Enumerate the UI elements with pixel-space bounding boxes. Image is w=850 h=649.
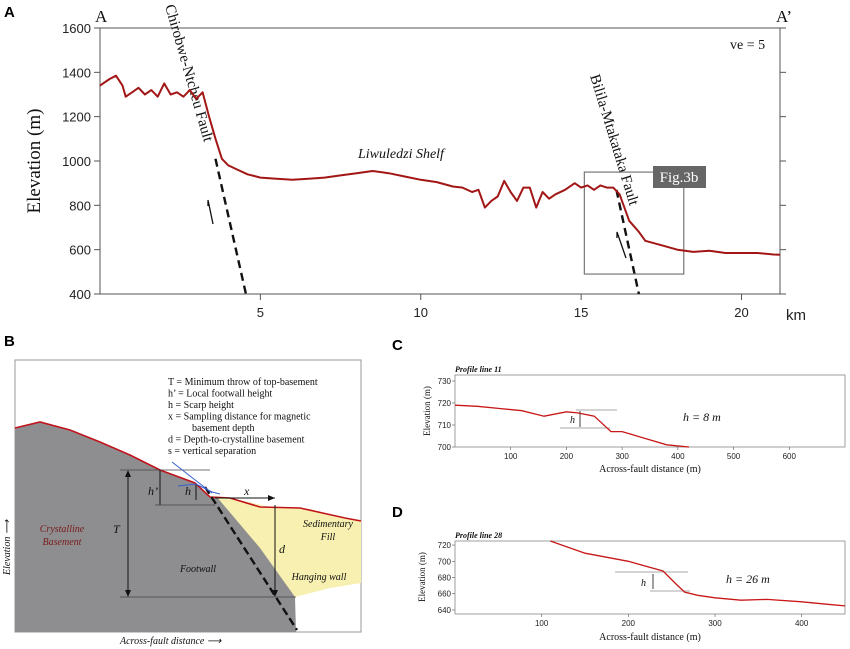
panel-a-xlabel: km <box>786 307 806 324</box>
d-scarp-height: h = 26 m <box>726 572 770 586</box>
fault2-slip-arrow <box>616 231 627 259</box>
x-arrow-head <box>268 495 275 501</box>
T-label: T <box>113 522 121 536</box>
xtick-label: 200 <box>560 452 574 461</box>
panel-c-frame <box>454 374 846 448</box>
xtick-label: 300 <box>615 452 629 461</box>
a-xtick-label: 20 <box>734 305 748 320</box>
panel-a-ylabel: Elevation (m) <box>24 109 45 214</box>
xtick-label: 100 <box>504 452 518 461</box>
ytick-label: 710 <box>438 421 452 430</box>
xtick-label: 600 <box>783 452 797 461</box>
d-h-label: h <box>641 578 646 589</box>
fault1-trace <box>214 158 248 295</box>
T-arrow-head-top <box>125 470 131 477</box>
x-label: x <box>243 484 250 498</box>
a-ytick-label: 1400 <box>62 65 91 80</box>
xtick-label: 300 <box>708 619 722 628</box>
ytick-label: 640 <box>438 606 452 615</box>
panel-d-title: Profile line 28 <box>455 531 502 540</box>
inset-box <box>583 171 685 275</box>
d-label: d <box>279 542 286 556</box>
panel-d-ylabel: Elevation (m) <box>417 552 427 602</box>
legend-entry: d = Depth-to-crystalline basement <box>168 435 305 446</box>
fault1-label: Chirobwe-Ntcheu Fault <box>161 3 216 145</box>
profile-end-label: A’ <box>776 7 792 26</box>
h-label: h <box>185 484 191 498</box>
inset-tag-label: Fig.3b <box>660 170 699 186</box>
inset-tag <box>653 166 706 188</box>
panel-d-profile-28: Profile line 28 Elevation (m) Across-fau… <box>417 531 846 643</box>
legend-entry: T = Minimum throw of top-basement <box>168 377 318 388</box>
legend-entry: s = vertical separation <box>168 446 256 457</box>
legend-entry: basement depth <box>192 423 254 434</box>
surface-line <box>14 421 362 522</box>
a-ytick-label: 600 <box>69 243 91 258</box>
panel-label-b: B <box>4 333 15 350</box>
hanging-wall-label: Hanging wall <box>291 572 347 583</box>
ytick-label: 700 <box>438 443 452 452</box>
a-ytick-label: 1000 <box>62 154 91 169</box>
panel-label-c: C <box>392 337 403 354</box>
a-ytick-label: 1600 <box>62 21 91 36</box>
basement-label: Basement <box>43 537 82 548</box>
panel-c-profile-11: Profile line 11 Elevation (m) Across-fau… <box>422 365 846 475</box>
ytick-label: 660 <box>438 590 452 599</box>
panel-d-frame <box>454 540 846 615</box>
xtick-label: 400 <box>671 452 685 461</box>
ytick-label: 700 <box>438 557 452 566</box>
a-ytick-label: 400 <box>69 287 91 302</box>
fill-label: Fill <box>320 532 336 543</box>
footwall-label: Footwall <box>179 564 216 575</box>
xtick-label: 200 <box>622 619 636 628</box>
legend-entry: h’ = Local footwall height <box>168 389 273 400</box>
panel-c-xlabel: Across-fault distance (m) <box>599 464 701 475</box>
vertical-exaggeration: ve = 5 <box>730 38 765 53</box>
a-xtick-label: 5 <box>257 305 264 320</box>
xtick-label: 500 <box>727 452 741 461</box>
panel-c-ylabel: Elevation (m) <box>422 386 432 436</box>
xtick-label: 400 <box>795 619 809 628</box>
profile-start-label: A <box>95 7 108 26</box>
fault-plane <box>203 486 299 631</box>
a-ytick-label: 800 <box>69 198 91 213</box>
ytick-label: 720 <box>438 399 452 408</box>
panel-b-fault-diagram: Top-Basement Top-Basement Crystalline Ba… <box>2 359 362 647</box>
elevation-profile-line <box>99 74 781 256</box>
fault2-trace <box>615 189 641 295</box>
c-h-label: h <box>570 415 575 426</box>
scarp-fit-line-2 <box>177 483 221 495</box>
panel-c-title: Profile line 11 <box>455 365 502 374</box>
a-xtick-label: 15 <box>574 305 588 320</box>
ytick-label: 680 <box>438 574 452 583</box>
a-ytick-label: 1200 <box>62 110 91 125</box>
profile-11-line <box>454 404 690 448</box>
fault1-slip-arrow <box>207 199 214 225</box>
xtick-label: 100 <box>535 619 549 628</box>
scarp-fit-line <box>171 461 213 494</box>
T-arrow-head-bottom <box>125 590 131 597</box>
sedimentary-label: Sedimentary <box>303 519 354 530</box>
d-arrow-head <box>272 590 278 597</box>
panel-d-xlabel: Across-fault distance (m) <box>599 632 701 643</box>
h-prime-label: h’ <box>148 484 158 498</box>
panel-a-elevation-profile: 400 600 800 1000 1200 1400 1600 5 10 15 20 Elevat… <box>24 3 806 324</box>
legend-entry: h = Scarp height <box>168 400 234 411</box>
a-xtick-label: 10 <box>414 305 428 320</box>
across-fault-axis-label: Across-fault distance ⟶ <box>119 636 222 647</box>
shelf-label: Liwuledzi Shelf <box>357 147 446 162</box>
panel-label-d: D <box>392 504 403 521</box>
ytick-label: 720 <box>438 541 452 550</box>
sedimentary-fill <box>216 496 361 597</box>
crystalline-label: Crystalline <box>40 524 85 535</box>
elevation-axis-label: Elevation ⟶ <box>2 519 13 576</box>
profile-28-line <box>550 540 846 607</box>
c-scarp-height: h = 8 m <box>683 410 721 424</box>
panel-label-a: A <box>4 4 15 21</box>
legend-entry: x = Sampling distance for magnetic <box>168 412 311 423</box>
ytick-label: 730 <box>438 377 452 386</box>
